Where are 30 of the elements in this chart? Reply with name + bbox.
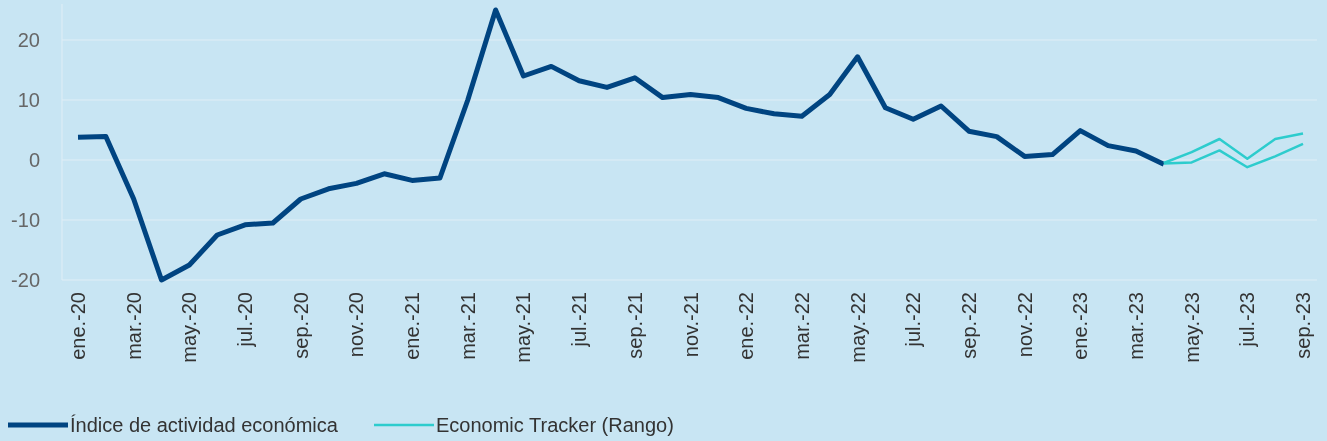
y-tick-label: 20 bbox=[17, 29, 40, 51]
x-tick-label: ene.-21 bbox=[401, 292, 424, 360]
x-tick-label: may.-20 bbox=[178, 292, 201, 363]
y-tick-label: -10 bbox=[11, 209, 40, 231]
x-tick-label: nov.-21 bbox=[679, 292, 702, 358]
x-tick-label: ene.-20 bbox=[67, 292, 89, 360]
x-tick-label: sep.-23 bbox=[1292, 292, 1314, 359]
x-tick-label: ene.-22 bbox=[735, 292, 758, 360]
x-tick-label: sep.-22 bbox=[957, 292, 980, 359]
y-tick-label: 10 bbox=[17, 89, 40, 111]
x-tick-label: jul.-21 bbox=[568, 292, 591, 348]
y-tick-label: -20 bbox=[11, 269, 40, 291]
x-tick-label: sep.-21 bbox=[623, 292, 646, 359]
x-tick-label: mar.-21 bbox=[456, 292, 479, 360]
x-tick-label: mar.-22 bbox=[790, 292, 813, 360]
x-tick-label: nov.-20 bbox=[345, 292, 368, 358]
y-tick-label: 0 bbox=[28, 149, 40, 171]
x-tick-label: may.-22 bbox=[846, 292, 869, 363]
x-tick-label: nov.-22 bbox=[1013, 292, 1036, 358]
x-tick-label: mar.-20 bbox=[122, 292, 145, 360]
x-tick-label: sep.-20 bbox=[289, 292, 312, 359]
legend-label: Índice de actividad económica bbox=[70, 414, 339, 436]
x-tick-label: jul.-23 bbox=[1236, 292, 1259, 348]
x-tick-label: ene.-23 bbox=[1069, 292, 1092, 360]
x-tick-label: may.-23 bbox=[1180, 292, 1203, 363]
x-tick-label: jul.-22 bbox=[902, 292, 925, 348]
x-tick-label: jul.-20 bbox=[234, 292, 257, 348]
x-tick-label: may.-21 bbox=[512, 292, 535, 363]
legend-label: Economic Tracker (Rango) bbox=[436, 414, 674, 436]
x-tick-label: mar.-23 bbox=[1124, 292, 1147, 360]
